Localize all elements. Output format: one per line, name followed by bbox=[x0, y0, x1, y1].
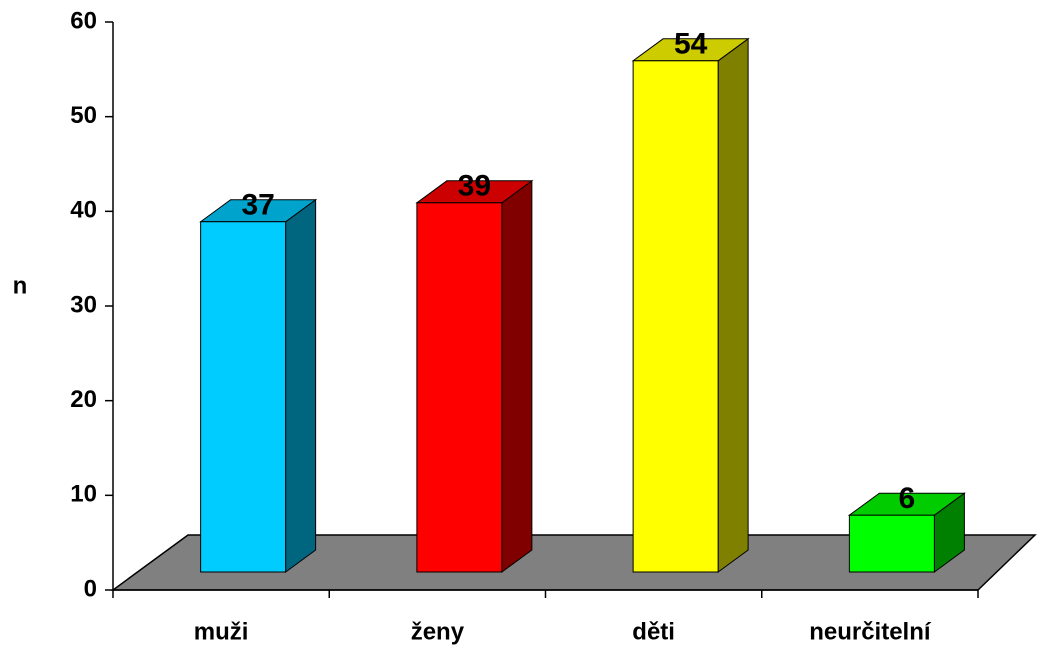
x-tick-label: muži bbox=[194, 618, 249, 645]
y-tick-label: 0 bbox=[84, 575, 97, 602]
y-tick-label: 60 bbox=[70, 7, 97, 34]
value-label: 6 bbox=[899, 482, 916, 515]
x-tick-label: děti bbox=[632, 618, 675, 645]
y-axis-label: n bbox=[13, 272, 28, 299]
bar bbox=[632, 60, 719, 573]
bar bbox=[848, 514, 935, 573]
y-tick-label: 10 bbox=[70, 481, 97, 508]
bar-side bbox=[501, 179, 533, 573]
x-tick-label: neurčitelní bbox=[809, 618, 932, 645]
value-label: 54 bbox=[674, 28, 708, 61]
y-tick-label: 20 bbox=[70, 386, 97, 413]
y-tick-label: 30 bbox=[70, 291, 97, 318]
value-label: 37 bbox=[241, 189, 274, 222]
bar bbox=[416, 202, 503, 573]
y-tick-label: 50 bbox=[70, 102, 97, 129]
y-tick-label: 40 bbox=[70, 197, 97, 224]
x-tick-label: ženy bbox=[411, 618, 465, 645]
bar-side bbox=[717, 37, 749, 573]
bar bbox=[200, 221, 287, 573]
value-label: 39 bbox=[458, 170, 491, 203]
bar-side bbox=[285, 198, 317, 573]
